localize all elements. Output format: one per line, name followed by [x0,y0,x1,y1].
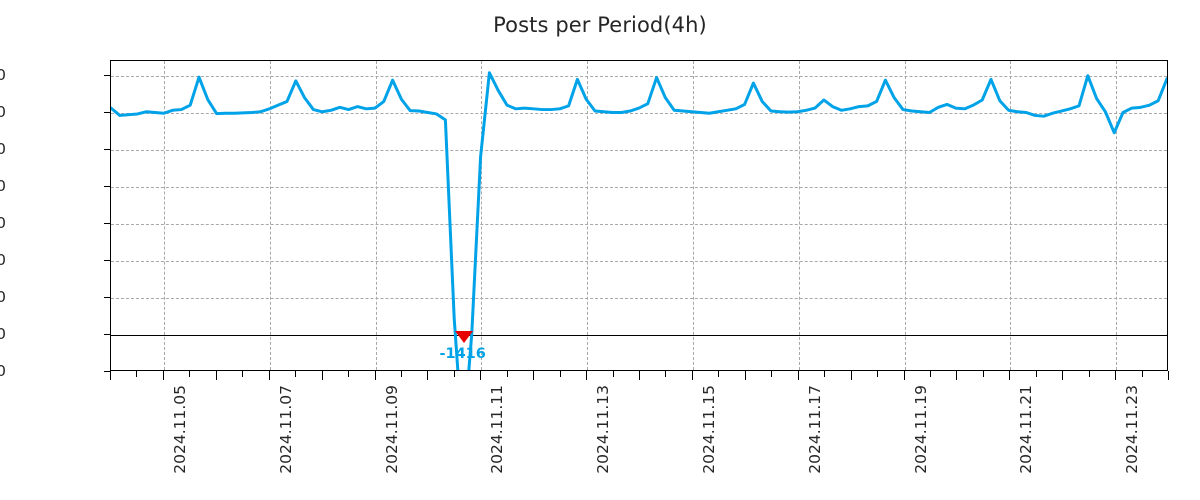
y-gridline [111,334,1167,336]
y-tick-mark [104,333,111,335]
x-gridline [375,61,377,370]
y-tick-mark [104,296,111,298]
x-tick-mark [1062,371,1064,380]
x-tick-mark [1088,371,1090,377]
x-tick-mark [929,371,931,377]
x-tick-mark [110,371,111,380]
plot-area [110,60,1168,371]
x-tick-mark [850,371,852,380]
y-gridline [111,112,1167,114]
y-gridline [111,186,1167,188]
y-tick-label: -700 [0,362,6,380]
x-tick-mark [295,371,297,377]
data-series-line [111,71,1167,370]
x-tick-mark [824,371,826,377]
y-tick-mark [104,222,111,224]
x-tick-mark [903,371,905,380]
x-tick-mark [744,371,746,380]
x-tick-mark [215,371,217,380]
x-tick-mark [242,371,244,377]
x-tick-label: 2024.11.07 [276,385,295,474]
x-tick-label: 2024.11.23 [1123,385,1142,474]
x-tick-mark [877,371,879,377]
x-tick-mark [1141,371,1143,377]
y-tick-label: -100 [0,139,6,158]
x-tick-mark [718,371,720,377]
x-gridline [904,61,906,370]
y-tick-mark [104,371,111,372]
x-gridline [1010,61,1012,370]
x-tick-mark [1168,371,1169,380]
x-tick-mark [1115,371,1117,380]
x-tick-mark [162,371,164,380]
x-tick-mark [348,371,350,377]
chart-title: Posts per Period(4h) [493,13,707,37]
x-tick-label: 2024.11.11 [488,385,507,474]
y-gridline [111,223,1167,225]
x-tick-mark [1035,371,1037,377]
y-gridline [111,75,1167,77]
x-gridline [481,61,483,370]
x-tick-mark [453,371,455,377]
x-tick-mark [136,371,138,377]
x-gridline [587,61,589,370]
x-tick-mark [374,371,376,380]
x-tick-mark [400,371,402,377]
y-tick-label: -600 [0,324,6,343]
y-gridline [111,149,1167,151]
y-tick-mark [104,185,111,187]
y-gridline [111,260,1167,262]
x-tick-mark [189,371,191,377]
x-tick-mark [665,371,667,377]
y-tick-label: -300 [0,213,6,232]
x-tick-mark [982,371,984,377]
x-tick-label: 2024.11.05 [170,385,189,474]
x-gridline [798,61,800,370]
x-tick-mark [639,371,640,380]
y-tick-mark [104,111,111,113]
x-tick-mark [427,371,429,380]
x-tick-mark [268,371,270,380]
x-tick-mark [956,371,958,380]
x-gridline [1116,61,1118,370]
y-tick-mark [104,148,111,150]
y-tick-label: -500 [0,287,6,306]
x-tick-mark [797,371,799,380]
x-gridline [692,61,694,370]
minimum-value-marker [454,330,473,343]
y-tick-label: 100 [0,65,6,84]
y-gridline [111,297,1167,299]
x-tick-label: 2024.11.15 [699,385,718,474]
y-tick-mark [104,259,111,261]
x-tick-label: 2024.11.19 [911,385,930,474]
x-tick-mark [533,371,535,380]
minimum-value-label: -1416 [439,345,486,362]
x-tick-label: 2024.11.17 [805,385,824,474]
x-tick-mark [612,371,614,377]
x-tick-label: 2024.11.21 [1017,385,1036,474]
x-tick-mark [321,371,323,380]
x-tick-label: 2024.11.09 [382,385,401,474]
x-tick-mark [771,371,773,377]
x-tick-mark [586,371,588,380]
x-tick-mark [506,371,508,377]
x-tick-mark [1009,371,1011,380]
x-tick-mark [691,371,693,380]
x-gridline [163,61,165,370]
x-tick-label: 2024.11.13 [594,385,613,474]
x-gridline [269,61,271,370]
y-tick-label: -400 [0,250,6,269]
y-tick-mark [104,74,111,76]
y-tick-label: -200 [0,176,6,195]
x-tick-mark [480,371,482,380]
x-tick-mark [559,371,561,377]
y-tick-label: 0 [0,102,6,121]
